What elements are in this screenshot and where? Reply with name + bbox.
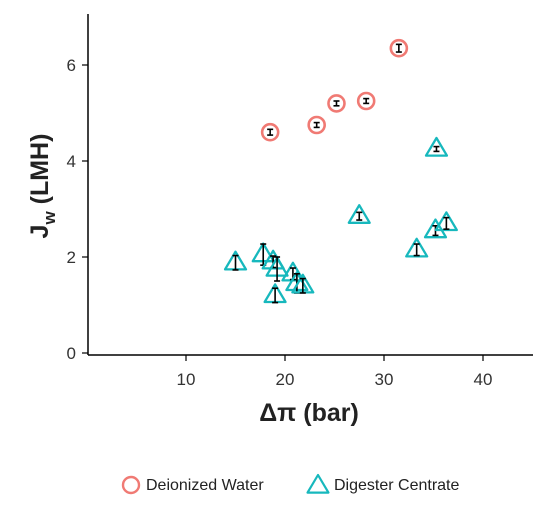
digester-centrate-marker [423, 218, 448, 239]
y-tick-label: 2 [67, 248, 76, 267]
deionized-water-point [327, 94, 346, 113]
digester-centrate-marker [424, 136, 449, 157]
x-tick-label: 30 [375, 370, 394, 389]
digester-centrate-marker [434, 211, 458, 232]
digester-centrate-point [291, 273, 315, 294]
digester-centrate-point [251, 242, 275, 266]
legend-label: Digester Centrate [334, 477, 459, 494]
y-tick-label: 6 [67, 56, 76, 75]
deionized-water-point [356, 91, 376, 111]
legend-triangle-icon [306, 473, 330, 494]
digester-centrate-point [265, 256, 289, 282]
y-tick-label: 0 [67, 344, 76, 363]
digester-centrate-point [405, 237, 429, 258]
deionized-water-point [260, 122, 280, 142]
y-axis-title: Jw (LMH) [26, 134, 59, 239]
legend-item-deionized-water: Deionized Water [121, 475, 264, 495]
x-axis-title: Δπ (bar) [259, 399, 359, 427]
digester-centrate-point [434, 211, 458, 232]
data-points [223, 38, 458, 304]
x-tick-label: 20 [276, 370, 295, 389]
x-tick-label: 10 [177, 370, 196, 389]
deionized-water-point [307, 115, 326, 135]
digester-centrate-point [347, 204, 371, 224]
digester-centrate-point [223, 250, 248, 271]
digester-centrate-point [263, 283, 287, 304]
legend-item-digester-centrate: Digester Centrate [306, 473, 459, 494]
legend-label: Deionized Water [146, 477, 264, 494]
deionized-water-point [389, 38, 409, 58]
ticks: 10 20 30 40 0 2 4 6 [67, 56, 493, 389]
legend-circle-icon [121, 475, 141, 495]
axes [87, 14, 533, 356]
digester-centrate-point [423, 218, 448, 239]
legend: Deionized Water Digester Centrate [121, 473, 459, 495]
digester-centrate-point [424, 136, 449, 157]
x-tick-label: 40 [474, 370, 493, 389]
y-tick-label: 4 [67, 152, 76, 171]
digester-centrate-marker [405, 237, 429, 258]
digester-centrate-marker [347, 204, 371, 224]
